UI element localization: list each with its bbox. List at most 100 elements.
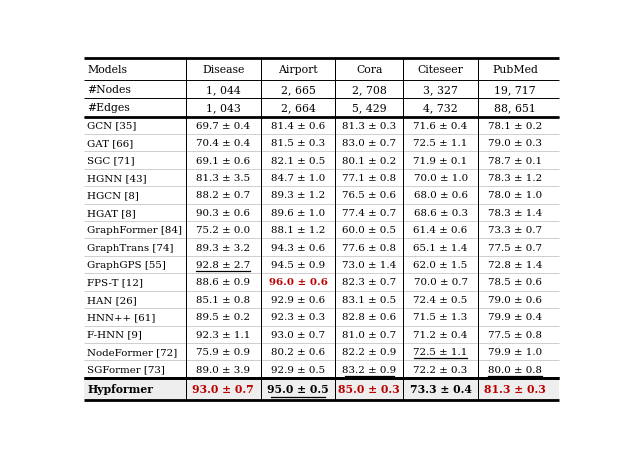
Text: 4, 732: 4, 732 bbox=[423, 103, 458, 113]
Text: 77.6 ± 0.8: 77.6 ± 0.8 bbox=[343, 243, 396, 252]
Text: 92.3 ± 1.1: 92.3 ± 1.1 bbox=[196, 330, 250, 339]
Text: 82.8 ± 0.6: 82.8 ± 0.6 bbox=[342, 313, 396, 322]
Text: 78.0 ± 1.0: 78.0 ± 1.0 bbox=[488, 191, 542, 200]
Text: 78.1 ± 0.2: 78.1 ± 0.2 bbox=[488, 121, 542, 130]
Text: 83.1 ± 0.5: 83.1 ± 0.5 bbox=[342, 295, 396, 304]
Text: 75.9 ± 0.9: 75.9 ± 0.9 bbox=[197, 347, 250, 356]
Text: 78.7 ± 0.1: 78.7 ± 0.1 bbox=[488, 156, 542, 165]
Text: HAN [26]: HAN [26] bbox=[87, 295, 137, 304]
Text: 72.4 ± 0.5: 72.4 ± 0.5 bbox=[414, 295, 468, 304]
Text: 1, 044: 1, 044 bbox=[206, 85, 241, 95]
Text: 84.7 ± 1.0: 84.7 ± 1.0 bbox=[271, 174, 325, 183]
Text: FPS-T [12]: FPS-T [12] bbox=[87, 278, 143, 287]
Text: SGFormer [73]: SGFormer [73] bbox=[87, 365, 165, 374]
Text: 2, 708: 2, 708 bbox=[352, 85, 387, 95]
Text: GraphTrans [74]: GraphTrans [74] bbox=[87, 243, 173, 252]
Text: 65.1 ± 1.4: 65.1 ± 1.4 bbox=[413, 243, 468, 252]
Text: 68.0 ± 0.6: 68.0 ± 0.6 bbox=[414, 191, 467, 200]
Text: 80.0 ± 0.8: 80.0 ± 0.8 bbox=[488, 365, 542, 374]
Text: 81.0 ± 0.7: 81.0 ± 0.7 bbox=[342, 330, 396, 339]
Text: 88.6 ± 0.9: 88.6 ± 0.9 bbox=[197, 278, 250, 287]
Bar bbox=[84, 378, 559, 400]
Text: 73.3 ± 0.4: 73.3 ± 0.4 bbox=[409, 383, 472, 394]
Text: 72.2 ± 0.3: 72.2 ± 0.3 bbox=[414, 365, 468, 374]
Text: HNN++ [61]: HNN++ [61] bbox=[87, 313, 155, 322]
Text: 77.5 ± 0.8: 77.5 ± 0.8 bbox=[488, 330, 542, 339]
Text: 92.3 ± 0.3: 92.3 ± 0.3 bbox=[271, 313, 325, 322]
Text: 88.1 ± 1.2: 88.1 ± 1.2 bbox=[271, 226, 325, 235]
Text: 5, 429: 5, 429 bbox=[352, 103, 387, 113]
Text: 89.6 ± 1.0: 89.6 ± 1.0 bbox=[271, 208, 325, 217]
Text: Citeseer: Citeseer bbox=[417, 65, 464, 75]
Text: 82.2 ± 0.9: 82.2 ± 0.9 bbox=[342, 347, 396, 356]
Text: 71.6 ± 0.4: 71.6 ± 0.4 bbox=[414, 121, 468, 130]
Text: 89.3 ± 1.2: 89.3 ± 1.2 bbox=[271, 191, 325, 200]
Text: 73.3 ± 0.7: 73.3 ± 0.7 bbox=[488, 226, 542, 235]
Text: 61.4 ± 0.6: 61.4 ± 0.6 bbox=[414, 226, 468, 235]
Text: 89.3 ± 3.2: 89.3 ± 3.2 bbox=[197, 243, 250, 252]
Text: 94.3 ± 0.6: 94.3 ± 0.6 bbox=[271, 243, 325, 252]
Text: 72.5 ± 1.1: 72.5 ± 1.1 bbox=[413, 139, 468, 148]
Text: 80.1 ± 0.2: 80.1 ± 0.2 bbox=[342, 156, 396, 165]
Text: 96.0 ± 0.6: 96.0 ± 0.6 bbox=[268, 278, 328, 287]
Text: PubMed: PubMed bbox=[492, 65, 538, 75]
Text: 79.0 ± 0.6: 79.0 ± 0.6 bbox=[488, 295, 542, 304]
Text: 82.1 ± 0.5: 82.1 ± 0.5 bbox=[271, 156, 325, 165]
Text: 88.2 ± 0.7: 88.2 ± 0.7 bbox=[197, 191, 250, 200]
Text: GCN [35]: GCN [35] bbox=[87, 121, 137, 130]
Text: GAT [66]: GAT [66] bbox=[87, 139, 134, 148]
Text: HGNN [43]: HGNN [43] bbox=[87, 174, 147, 183]
Text: 77.5 ± 0.7: 77.5 ± 0.7 bbox=[488, 243, 542, 252]
Text: 19, 717: 19, 717 bbox=[494, 85, 536, 95]
Text: 76.5 ± 0.6: 76.5 ± 0.6 bbox=[343, 191, 396, 200]
Text: 75.2 ± 0.0: 75.2 ± 0.0 bbox=[197, 226, 250, 235]
Text: 73.0 ± 1.4: 73.0 ± 1.4 bbox=[342, 261, 396, 269]
Text: NodeFormer [72]: NodeFormer [72] bbox=[87, 347, 177, 356]
Text: 95.0 ± 0.5: 95.0 ± 0.5 bbox=[267, 383, 329, 394]
Text: Airport: Airport bbox=[278, 65, 318, 75]
Text: 81.3 ± 3.5: 81.3 ± 3.5 bbox=[197, 174, 250, 183]
Text: Cora: Cora bbox=[356, 65, 383, 75]
Text: 70.4 ± 0.4: 70.4 ± 0.4 bbox=[196, 139, 250, 148]
Text: 71.9 ± 0.1: 71.9 ± 0.1 bbox=[414, 156, 468, 165]
Text: 81.3 ± 0.3: 81.3 ± 0.3 bbox=[342, 121, 396, 130]
Text: 77.4 ± 0.7: 77.4 ± 0.7 bbox=[342, 208, 396, 217]
Text: 69.1 ± 0.6: 69.1 ± 0.6 bbox=[197, 156, 250, 165]
Text: #Nodes: #Nodes bbox=[87, 85, 131, 95]
Text: 72.8 ± 1.4: 72.8 ± 1.4 bbox=[488, 261, 542, 269]
Text: HGAT [8]: HGAT [8] bbox=[87, 208, 136, 217]
Text: 83.0 ± 0.7: 83.0 ± 0.7 bbox=[343, 139, 396, 148]
Text: HGCN [8]: HGCN [8] bbox=[87, 191, 139, 200]
Text: 85.1 ± 0.8: 85.1 ± 0.8 bbox=[197, 295, 250, 304]
Text: 78.3 ± 1.4: 78.3 ± 1.4 bbox=[488, 208, 542, 217]
Text: 82.3 ± 0.7: 82.3 ± 0.7 bbox=[342, 278, 396, 287]
Text: 80.2 ± 0.6: 80.2 ± 0.6 bbox=[271, 347, 325, 356]
Text: GraphGPS [55]: GraphGPS [55] bbox=[87, 261, 166, 269]
Text: 69.7 ± 0.4: 69.7 ± 0.4 bbox=[197, 121, 250, 130]
Text: 85.0 ± 0.3: 85.0 ± 0.3 bbox=[338, 383, 400, 394]
Text: GraphFormer [84]: GraphFormer [84] bbox=[87, 226, 182, 235]
Text: 68.6 ± 0.3: 68.6 ± 0.3 bbox=[414, 208, 467, 217]
Text: 93.0 ± 0.7: 93.0 ± 0.7 bbox=[192, 383, 254, 394]
Text: 89.0 ± 3.9: 89.0 ± 3.9 bbox=[197, 365, 250, 374]
Text: Disease: Disease bbox=[202, 65, 245, 75]
Text: 60.0 ± 0.5: 60.0 ± 0.5 bbox=[343, 226, 396, 235]
Text: 1, 043: 1, 043 bbox=[206, 103, 241, 113]
Text: 3, 327: 3, 327 bbox=[423, 85, 458, 95]
Text: 90.3 ± 0.6: 90.3 ± 0.6 bbox=[197, 208, 250, 217]
Text: 83.2 ± 0.9: 83.2 ± 0.9 bbox=[342, 365, 396, 374]
Text: 62.0 ± 1.5: 62.0 ± 1.5 bbox=[414, 261, 468, 269]
Text: 79.9 ± 0.4: 79.9 ± 0.4 bbox=[488, 313, 542, 322]
Text: Hypformer: Hypformer bbox=[87, 383, 153, 394]
Text: 72.5 ± 1.1: 72.5 ± 1.1 bbox=[413, 347, 468, 356]
Text: 78.3 ± 1.2: 78.3 ± 1.2 bbox=[488, 174, 542, 183]
Text: 92.9 ± 0.6: 92.9 ± 0.6 bbox=[271, 295, 325, 304]
Text: 81.5 ± 0.3: 81.5 ± 0.3 bbox=[271, 139, 325, 148]
Text: 2, 664: 2, 664 bbox=[281, 103, 315, 113]
Text: 71.5 ± 1.3: 71.5 ± 1.3 bbox=[414, 313, 468, 322]
Text: 92.9 ± 0.5: 92.9 ± 0.5 bbox=[271, 365, 325, 374]
Text: 70.0 ± 0.7: 70.0 ± 0.7 bbox=[414, 278, 467, 287]
Text: 88, 651: 88, 651 bbox=[494, 103, 536, 113]
Text: 78.5 ± 0.6: 78.5 ± 0.6 bbox=[488, 278, 542, 287]
Text: 70.0 ± 1.0: 70.0 ± 1.0 bbox=[414, 174, 467, 183]
